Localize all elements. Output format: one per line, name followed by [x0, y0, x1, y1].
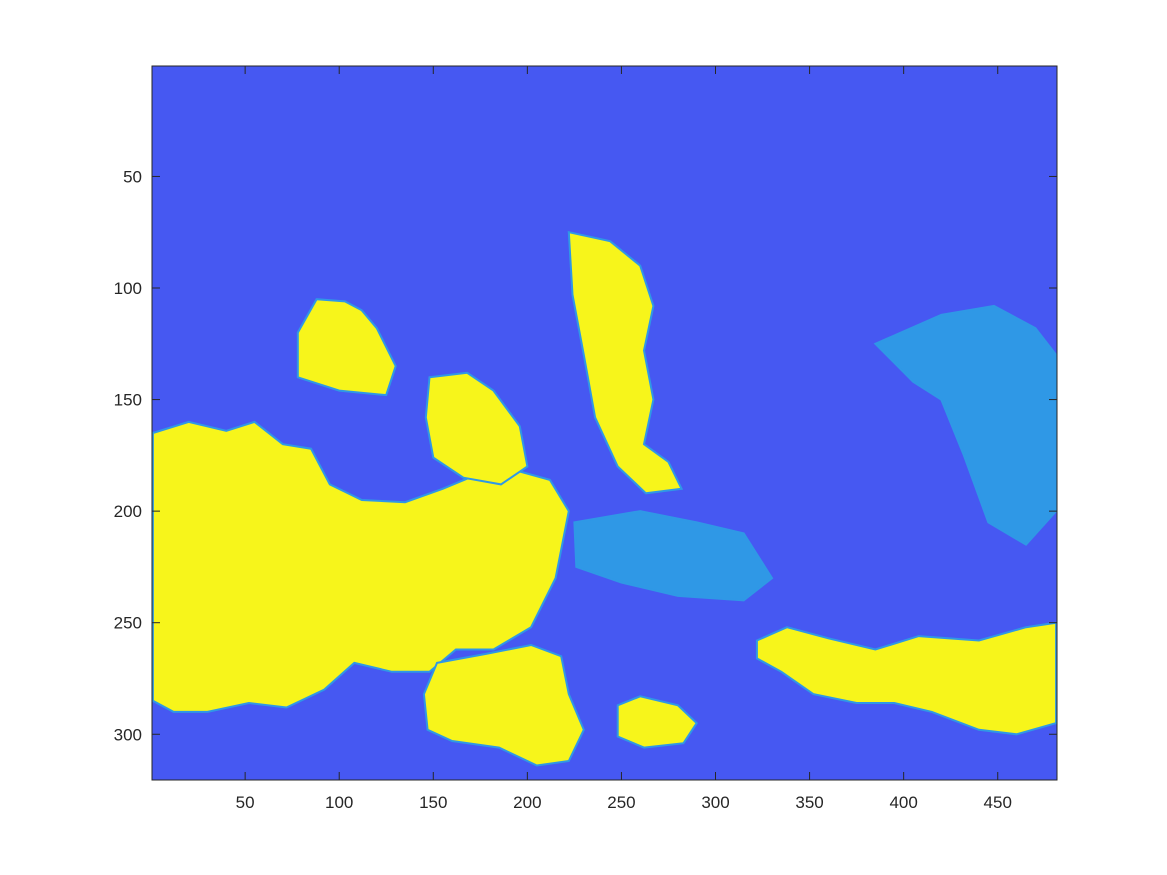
heatmap-region-mid-left-blob	[424, 371, 529, 486]
heatmap-region-east-shelf	[873, 304, 1057, 546]
x-tick-label: 300	[701, 793, 729, 812]
heatmap-regions	[152, 230, 1057, 767]
heatmap-region-south-central	[422, 643, 585, 767]
y-tick-label: 200	[114, 502, 142, 521]
y-tick-label: 100	[114, 279, 142, 298]
heatmap-region-central-peninsula	[567, 230, 684, 495]
x-tick-label: 200	[513, 793, 541, 812]
heatmap-region-left-landmass	[152, 420, 570, 713]
heatmap-region-central-shelf	[573, 510, 774, 602]
heatmap-region-right-landmass	[755, 621, 1057, 736]
axes-frame	[151, 65, 1058, 781]
y-tick-label: 250	[114, 614, 142, 633]
x-axis: 50 100 150 200 250 300 350 400 450	[236, 66, 1012, 812]
y-tick-label: 300	[114, 725, 142, 744]
y-tick-label: 150	[114, 391, 142, 410]
heatmap-region-upper-left-island	[296, 298, 397, 397]
x-tick-label: 350	[795, 793, 823, 812]
heatmap-region-south-middle	[616, 695, 698, 749]
y-tick-label: 50	[123, 167, 142, 186]
y-axis: 50 100 150 200 250 300	[114, 167, 1057, 744]
x-tick-label: 150	[419, 793, 447, 812]
x-tick-label: 50	[236, 793, 255, 812]
x-tick-label: 250	[607, 793, 635, 812]
x-tick-label: 400	[889, 793, 917, 812]
x-tick-label: 450	[984, 793, 1012, 812]
x-tick-label: 100	[325, 793, 353, 812]
plot-area	[152, 66, 1057, 780]
